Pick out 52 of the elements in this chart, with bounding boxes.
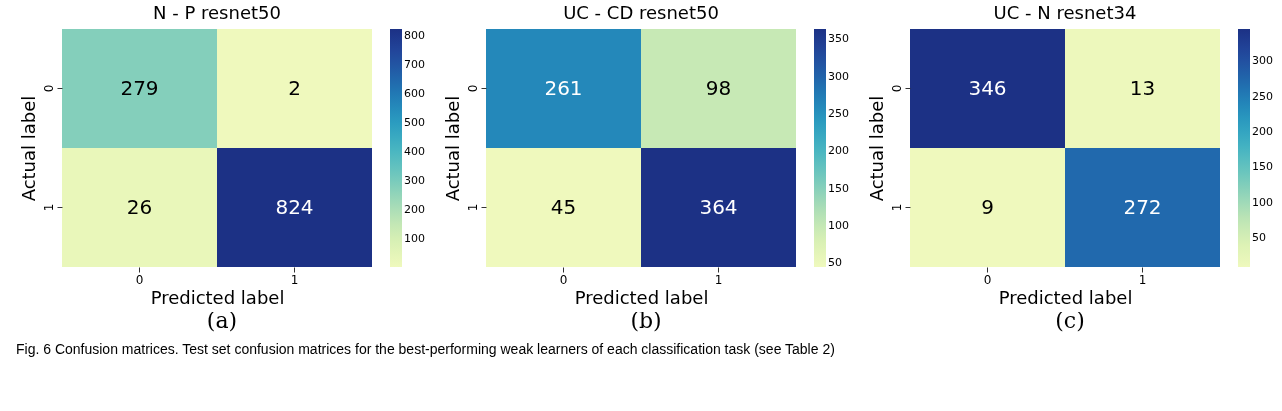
color-bar-label: 50 — [1251, 231, 1266, 245]
color-bar-label: 250 — [827, 107, 849, 121]
color-bar-label: 300 — [1251, 54, 1273, 68]
x-tick-label: 0 — [135, 272, 143, 287]
x-axis-title: Predicted label — [998, 286, 1132, 308]
data-label: 13 — [1129, 75, 1155, 100]
y-axis-title: Actual label — [17, 95, 38, 202]
data-label: 364 — [698, 194, 738, 219]
data-label: 261 — [543, 75, 583, 100]
color-bar-label: 150 — [1251, 160, 1273, 174]
x-tick-label: 0 — [559, 272, 567, 287]
chart-title: UC - CD resnet50 — [562, 2, 719, 23]
color-bar-label: 800 — [403, 28, 425, 42]
text: (a) — [206, 308, 238, 333]
data-label: 45 — [550, 194, 576, 219]
y-axis-title: Actual label — [441, 95, 462, 202]
color-bar-label: 300 — [827, 69, 849, 83]
caption: Fig. 6 Confusion matrices. Test set confusion matrices for the best-performing weak learners of each classification task (see Table 2) — [16, 341, 836, 357]
x-axis-title: Predicted label — [574, 286, 708, 308]
color-bar-label: 200 — [827, 144, 849, 158]
color-bar-label: 600 — [403, 86, 425, 100]
data-label: 272 — [1122, 194, 1162, 219]
x-axis-title: Predicted label — [150, 286, 284, 308]
color-bar-label: 400 — [403, 144, 425, 158]
data-label: 346 — [967, 75, 1007, 100]
data-label: 824 — [274, 194, 314, 219]
color-bar-label: 500 — [403, 115, 425, 129]
data-label: 9 — [980, 194, 994, 219]
x-tick-label: 0 — [983, 272, 991, 287]
x-tick-label: 1 — [290, 272, 298, 287]
color-bar-label: 100 — [403, 231, 425, 245]
color-bar-label: 250 — [1251, 89, 1273, 103]
color-bar-label: 350 — [827, 32, 849, 46]
color-bar-label: 200 — [1251, 125, 1273, 139]
data-label: 279 — [119, 75, 159, 100]
color-bar-label: 100 — [1251, 195, 1273, 209]
chart-title: N - P resnet50 — [152, 2, 281, 23]
chart-title: UC - N resnet34 — [993, 2, 1136, 23]
y-axis-title: Actual label — [865, 95, 886, 202]
color-bar-label: 150 — [827, 181, 849, 195]
color-bar-label: 50 — [827, 256, 842, 270]
data-label: 98 — [705, 75, 731, 100]
text: (b) — [630, 308, 662, 333]
data-label: 26 — [126, 194, 152, 219]
color-bar-label: 300 — [403, 173, 425, 187]
x-tick-label: 1 — [714, 272, 722, 287]
color-bar-label: 100 — [827, 218, 849, 232]
text: (c) — [1055, 308, 1085, 333]
color-bar-label: 200 — [403, 202, 425, 216]
data-label: 2 — [287, 75, 301, 100]
color-bar-label: 700 — [403, 57, 425, 71]
x-tick-label: 1 — [1138, 272, 1146, 287]
